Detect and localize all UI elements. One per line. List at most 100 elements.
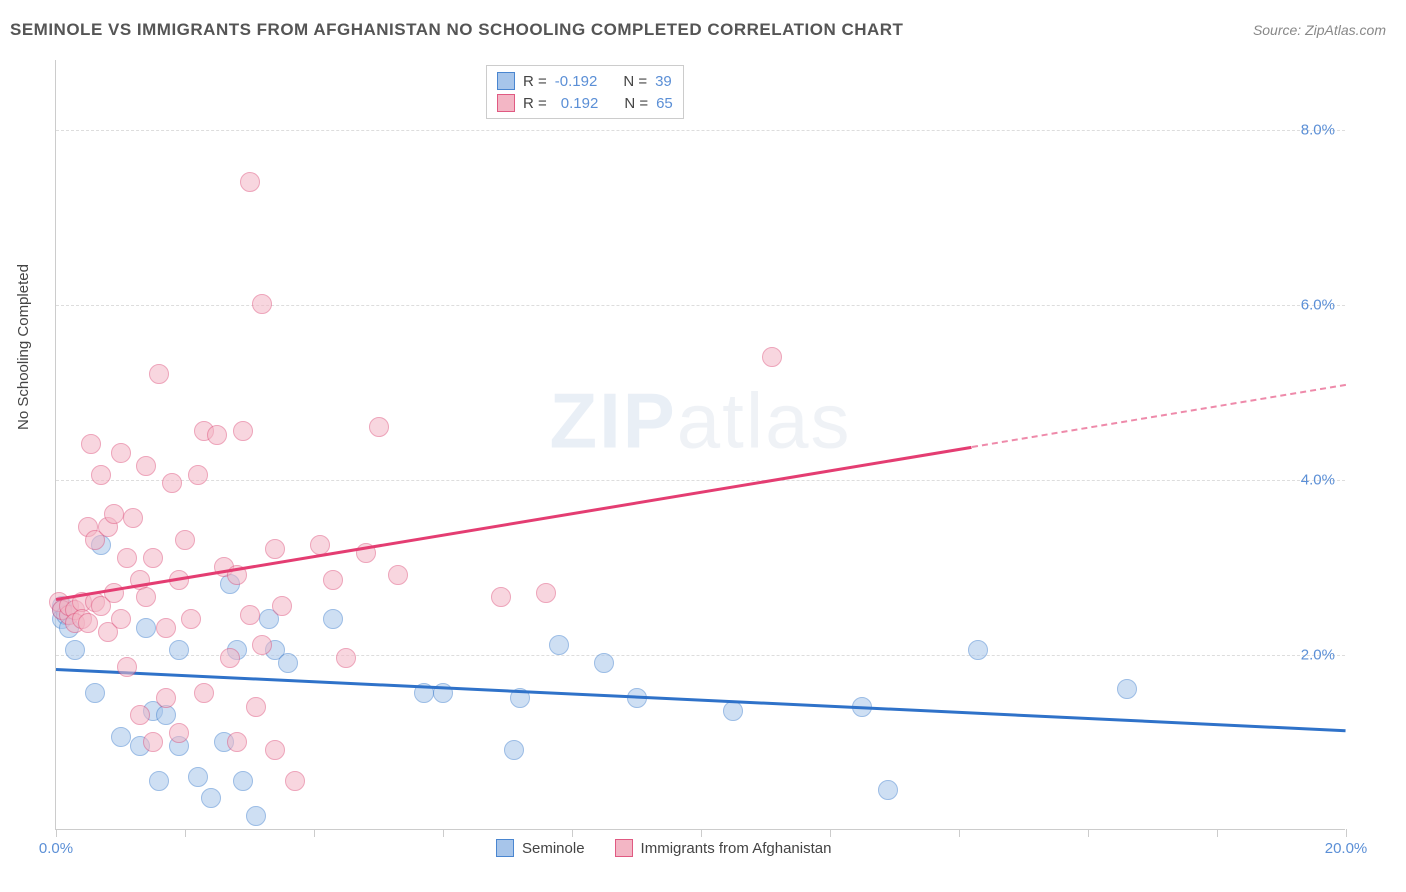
x-tick <box>572 829 573 837</box>
data-point <box>136 587 156 607</box>
data-point <box>285 771 305 791</box>
data-point <box>136 618 156 638</box>
data-point <box>246 697 266 717</box>
data-point <box>233 771 253 791</box>
gridline <box>56 305 1345 306</box>
data-point <box>156 705 176 725</box>
data-point <box>117 548 137 568</box>
y-axis-label: No Schooling Completed <box>15 264 32 430</box>
data-point <box>81 434 101 454</box>
data-point <box>207 425 227 445</box>
legend-item-seminole: Seminole <box>496 839 585 857</box>
data-point <box>227 732 247 752</box>
chart-title: SEMINOLE VS IMMIGRANTS FROM AFGHANISTAN … <box>10 20 903 40</box>
x-tick <box>1217 829 1218 837</box>
trend-line <box>972 384 1346 448</box>
plot-area: ZIPatlas R = -0.192 N = 39 R = 0.192 N =… <box>55 60 1345 830</box>
n-value-afghanistan: 65 <box>656 95 673 112</box>
watermark: ZIPatlas <box>549 376 851 467</box>
data-point <box>240 172 260 192</box>
correlation-stats-box: R = -0.192 N = 39 R = 0.192 N = 65 <box>486 65 684 119</box>
gridline <box>56 480 1345 481</box>
data-point <box>194 683 214 703</box>
y-tick-label: 6.0% <box>1301 297 1335 314</box>
x-tick <box>701 829 702 837</box>
data-point <box>149 364 169 384</box>
x-tick-label: 0.0% <box>39 840 73 857</box>
chart-source: Source: ZipAtlas.com <box>1253 22 1386 38</box>
data-point <box>723 701 743 721</box>
data-point <box>104 583 124 603</box>
data-point <box>388 565 408 585</box>
r-value-seminole: -0.192 <box>555 73 598 90</box>
data-point <box>549 635 569 655</box>
data-point <box>130 705 150 725</box>
y-tick-label: 8.0% <box>1301 122 1335 139</box>
x-tick <box>1088 829 1089 837</box>
data-point <box>968 640 988 660</box>
x-tick <box>959 829 960 837</box>
data-point <box>878 780 898 800</box>
data-point <box>188 767 208 787</box>
x-tick <box>443 829 444 837</box>
data-point <box>181 609 201 629</box>
data-point <box>233 421 253 441</box>
data-point <box>188 465 208 485</box>
stats-row-afghanistan: R = 0.192 N = 65 <box>497 92 673 114</box>
swatch-afghanistan <box>497 94 515 112</box>
r-value-afghanistan: 0.192 <box>561 95 599 112</box>
data-point <box>123 508 143 528</box>
data-point <box>369 417 389 437</box>
legend-item-afghanistan: Immigrants from Afghanistan <box>615 839 832 857</box>
data-point <box>536 583 556 603</box>
data-point <box>336 648 356 668</box>
bottom-legend: Seminole Immigrants from Afghanistan <box>496 839 831 857</box>
data-point <box>156 618 176 638</box>
data-point <box>252 294 272 314</box>
data-point <box>149 771 169 791</box>
data-point <box>504 740 524 760</box>
data-point <box>1117 679 1137 699</box>
data-point <box>111 443 131 463</box>
data-point <box>594 653 614 673</box>
data-point <box>78 613 98 633</box>
x-tick <box>185 829 186 837</box>
swatch-seminole <box>497 72 515 90</box>
data-point <box>201 788 221 808</box>
stats-row-seminole: R = -0.192 N = 39 <box>497 70 673 92</box>
data-point <box>323 570 343 590</box>
x-tick <box>314 829 315 837</box>
gridline <box>56 130 1345 131</box>
gridline <box>56 655 1345 656</box>
data-point <box>143 732 163 752</box>
x-tick <box>1346 829 1347 837</box>
legend-swatch-seminole <box>496 839 514 857</box>
data-point <box>491 587 511 607</box>
data-point <box>91 465 111 485</box>
data-point <box>136 456 156 476</box>
data-point <box>169 640 189 660</box>
n-value-seminole: 39 <box>655 73 672 90</box>
data-point <box>156 688 176 708</box>
data-point <box>278 653 298 673</box>
data-point <box>169 723 189 743</box>
data-point <box>762 347 782 367</box>
data-point <box>310 535 330 555</box>
data-point <box>143 548 163 568</box>
legend-swatch-afghanistan <box>615 839 633 857</box>
data-point <box>323 609 343 629</box>
data-point <box>85 683 105 703</box>
data-point <box>162 473 182 493</box>
data-point <box>265 539 285 559</box>
data-point <box>272 596 292 616</box>
data-point <box>246 806 266 826</box>
data-point <box>65 640 85 660</box>
x-tick <box>830 829 831 837</box>
data-point <box>252 635 272 655</box>
x-tick-label: 20.0% <box>1325 840 1368 857</box>
y-tick-label: 4.0% <box>1301 472 1335 489</box>
data-point <box>220 648 240 668</box>
data-point <box>104 504 124 524</box>
correlation-chart: SEMINOLE VS IMMIGRANTS FROM AFGHANISTAN … <box>0 0 1406 892</box>
data-point <box>117 657 137 677</box>
